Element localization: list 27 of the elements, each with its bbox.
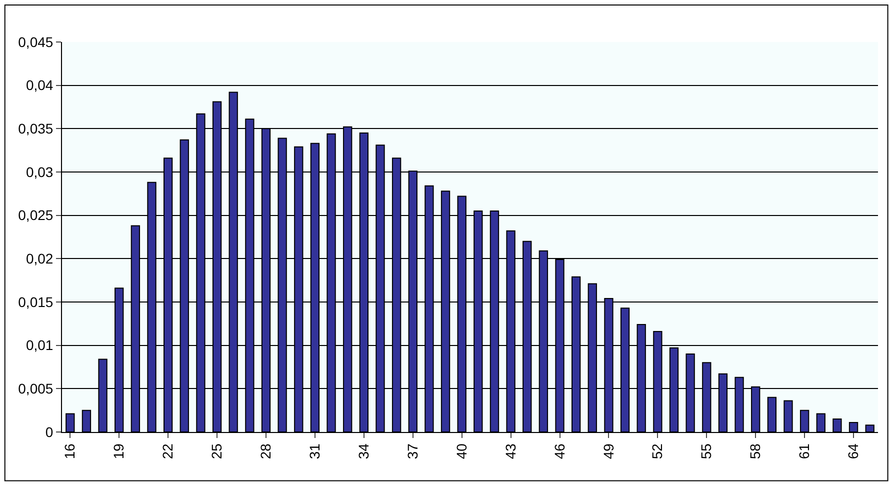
x-tick-label: 25	[208, 443, 225, 460]
x-tick-label: 34	[355, 443, 372, 460]
y-tick-label: 0,045	[18, 34, 54, 50]
y-tick-label: 0,025	[18, 207, 54, 224]
y-tick-label: 0,03	[26, 164, 54, 180]
x-tick-label: 31	[306, 443, 323, 460]
x-tick-label: 22	[160, 443, 176, 460]
y-tick-label: 0,015	[18, 294, 54, 310]
x-tick-label: 16	[62, 443, 78, 460]
x-tick-label: 49	[600, 443, 616, 460]
x-tick-label: 37	[404, 443, 420, 460]
x-tick-label: 52	[649, 443, 666, 460]
y-tick-label: 0,035	[18, 120, 54, 137]
y-tick-label: 0,01	[26, 337, 54, 354]
x-tick-label: 28	[258, 443, 274, 460]
y-tick-label: 0,04	[26, 77, 54, 94]
y-tick-label: 0	[45, 424, 54, 440]
x-tick-label: 55	[698, 443, 714, 460]
x-tick-label: 19	[110, 443, 127, 460]
x-tick-label: 61	[796, 443, 812, 460]
y-tick-label: 0,02	[26, 250, 54, 267]
x-tick-label: 58	[747, 443, 764, 460]
x-tick-label: 46	[551, 443, 568, 460]
x-tick-label: 40	[453, 443, 470, 460]
x-tick-label: 64	[845, 443, 862, 460]
y-tick-label: 0,005	[18, 380, 54, 397]
x-tick-label: 43	[502, 443, 518, 460]
